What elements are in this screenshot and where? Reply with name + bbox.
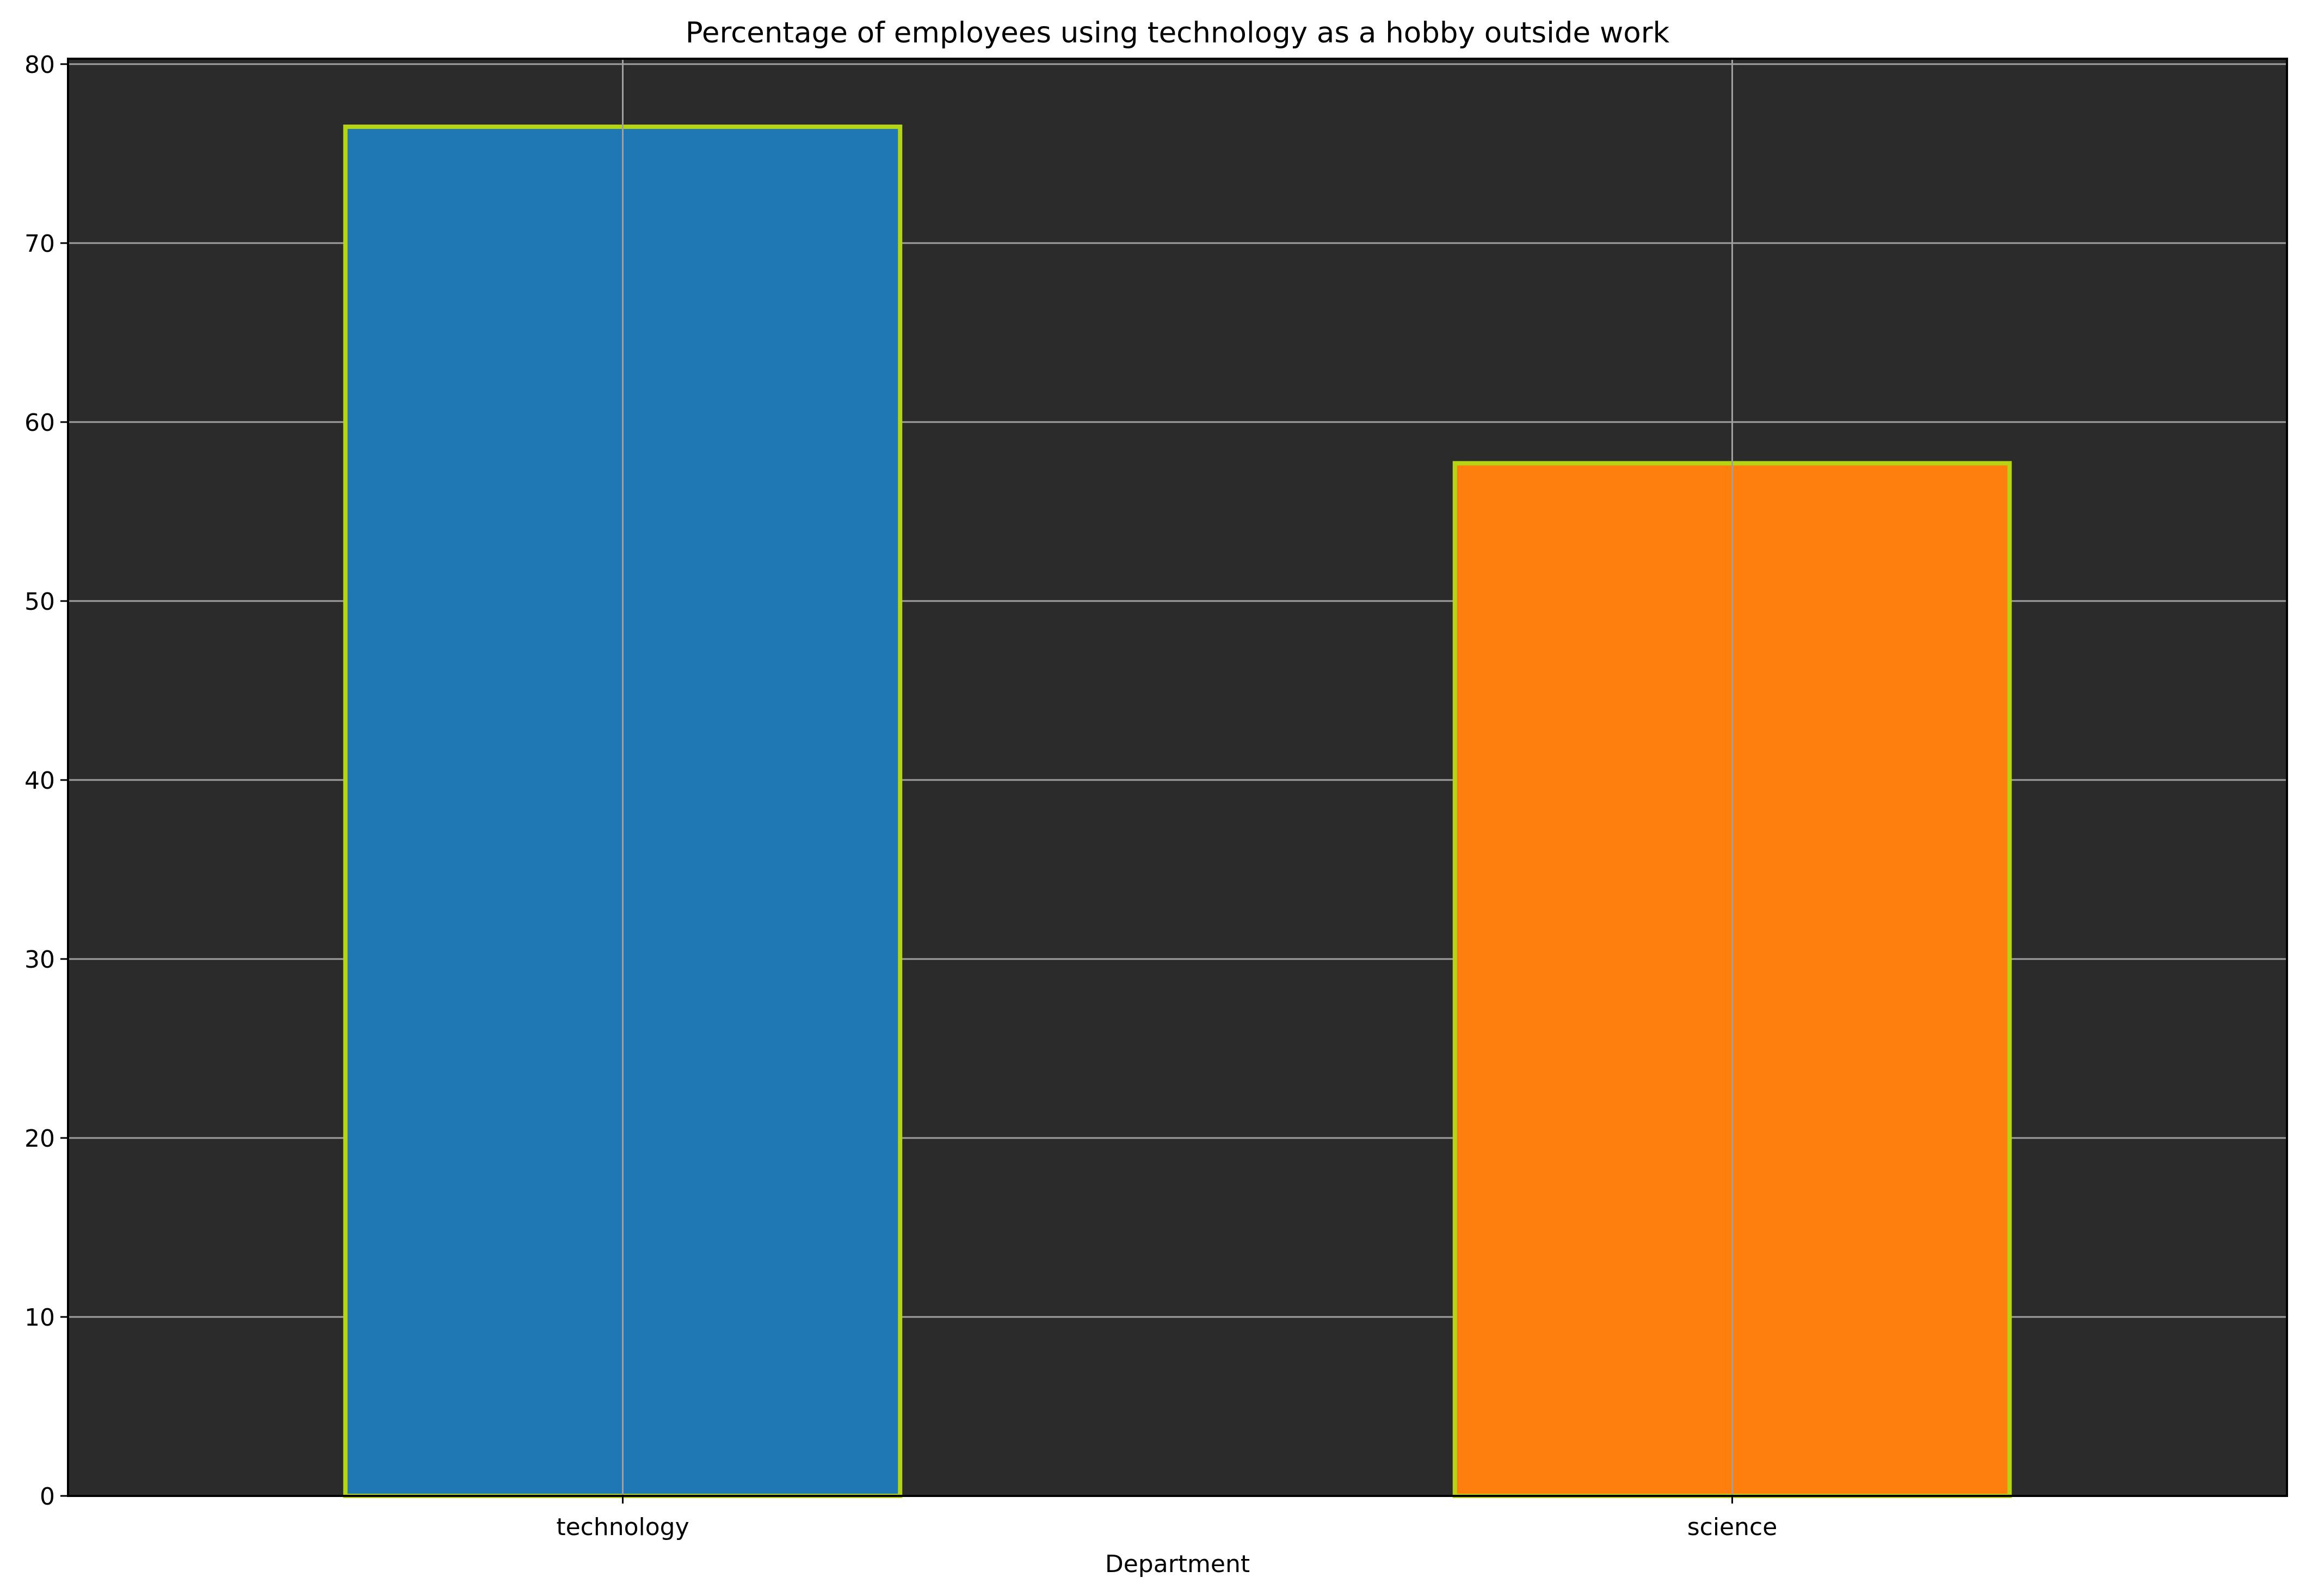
plot-frame [67,58,2288,1497]
x-axis-label: Department [1105,1550,1250,1578]
chart-title: Percentage of employees using technology… [686,16,1670,50]
x-tick-label: technology [556,1513,689,1541]
y-axis-ticks: 0 10 20 30 40 50 60 70 80 [24,51,68,1511]
vertical-grid-lines [622,59,1733,1496]
y-tick-label: 30 [24,946,55,974]
y-tick-label: 10 [24,1304,55,1332]
x-tick-label: science [1687,1513,1778,1541]
y-tick-label: 70 [24,230,55,258]
y-tick-label: 0 [40,1483,55,1511]
y-tick-label: 60 [24,409,55,437]
y-tick-label: 80 [24,51,55,79]
y-tick-label: 40 [24,767,55,795]
y-tick-label: 50 [24,588,55,616]
x-axis-ticks: technology science [556,1496,1777,1541]
y-tick-label: 20 [24,1125,55,1153]
